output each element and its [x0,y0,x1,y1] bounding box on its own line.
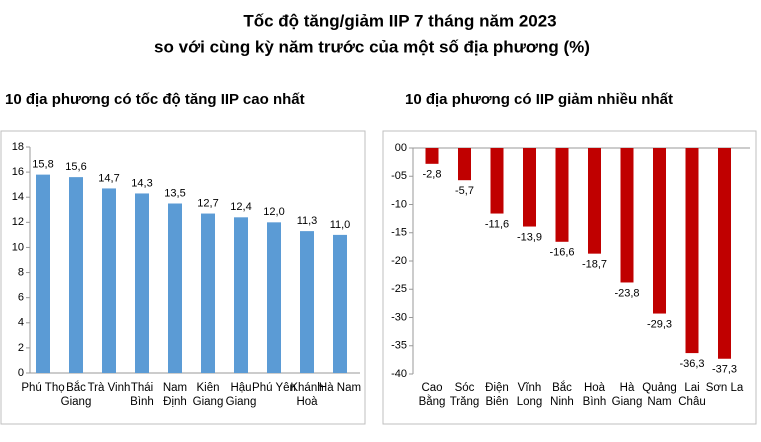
value-label: 14,3 [131,177,152,189]
y-tick-label: 0 [18,367,24,379]
bar [333,234,347,373]
bar [685,148,699,354]
x-tick-label: Hoà Bình [582,382,607,408]
value-label: 11,0 [330,219,351,231]
y-tick-label: 8 [18,266,24,278]
x-tick-label: Hà Giang [611,382,643,408]
y-tick-label: 12 [12,216,24,228]
x-tick-label: Phú Yên [252,382,296,394]
page-title: Tốc độ tăng/giảm IIP 7 tháng năm 2023 [243,11,556,30]
bar [300,231,314,373]
x-tick-label: Kiên Giang [192,382,224,408]
x-tick-label: Sơn La [705,382,744,394]
x-tick-label: Bắc Ninh [550,382,574,408]
y-tick-label: 4 [18,317,24,329]
chart-title: 10 địa phương có IIP giảm nhiều nhất [405,91,673,108]
value-label: -23,8 [614,287,639,299]
bar [523,148,536,227]
value-label: -18,7 [582,259,607,271]
x-tick-label: Vĩnh Long [516,382,543,408]
x-tick-label: Sóc Trăng [449,382,480,408]
value-label: 13,5 [164,187,185,199]
value-label: -11,6 [485,218,509,230]
value-label: -5,7 [455,185,474,197]
bar [555,148,569,242]
x-tick-label: Khánh Hoà [290,382,324,408]
x-tick-label: Hậu Giang [225,382,257,408]
chart-frame [382,130,757,425]
y-tick-label: 16 [12,166,24,178]
bar [168,203,182,373]
bar [69,177,83,373]
value-label: -2,8 [423,169,442,181]
bar [718,148,731,359]
value-label: 14,7 [98,172,119,184]
x-tick-label: Thái Bình [130,382,154,408]
x-tick-label: Quảng Nam [642,382,677,408]
x-tick-label: Hà Nam [318,382,362,394]
x-tick-label: Lai Châu [678,382,706,408]
y-tick-label: -30 [391,311,407,323]
bar [490,148,504,214]
y-tick-label: 10 [12,241,24,253]
y-tick-label: -05 [391,170,407,182]
bar [102,188,116,373]
x-tick-label: Cao Bằng [418,382,446,408]
bar [588,148,601,254]
y-tick-label: 00 [395,142,407,154]
page-subtitle: so với cùng kỳ năm trước của một số địa … [154,37,590,56]
value-label: -36,3 [679,358,704,370]
bar [201,213,215,373]
value-label: 12,0 [263,206,284,218]
y-tick-label: 6 [18,292,24,304]
value-label: 12,7 [197,197,218,209]
value-label: -29,3 [647,318,672,330]
bar [234,217,248,373]
y-tick-label: 2 [18,342,24,354]
y-tick-label: 14 [12,191,24,203]
y-tick-label: -35 [391,340,407,352]
value-label: 15,6 [65,161,86,173]
y-tick-label: -20 [391,255,407,267]
x-tick-label: Điện Biên [485,382,509,408]
bar [425,148,439,164]
bar [458,148,471,181]
bar [653,148,666,314]
value-label: -37,3 [712,364,737,376]
chart-title: 10 địa phương có tốc độ tăng IIP cao nhấ… [5,91,305,108]
y-tick-label: -40 [391,368,407,380]
y-tick-label: -25 [391,283,407,295]
bar [36,174,50,373]
x-tick-label: Bắc Giang [60,382,92,408]
value-label: 12,4 [230,201,251,213]
x-tick-label: Trà Vinh [87,382,131,394]
y-tick-label: -15 [391,227,407,239]
y-tick-label: 18 [12,141,24,153]
bar [620,148,634,283]
chart-frame [0,130,366,425]
value-label: 11,3 [297,215,318,227]
x-tick-label: Nam Định [162,382,188,408]
bar [267,222,281,373]
value-label: -13,9 [517,231,542,243]
y-tick-label: -10 [391,198,407,210]
x-tick-label: Phú Thọ [21,382,65,394]
value-label: -16,6 [549,247,574,259]
bar [135,193,149,373]
value-label: 15,8 [32,159,53,171]
